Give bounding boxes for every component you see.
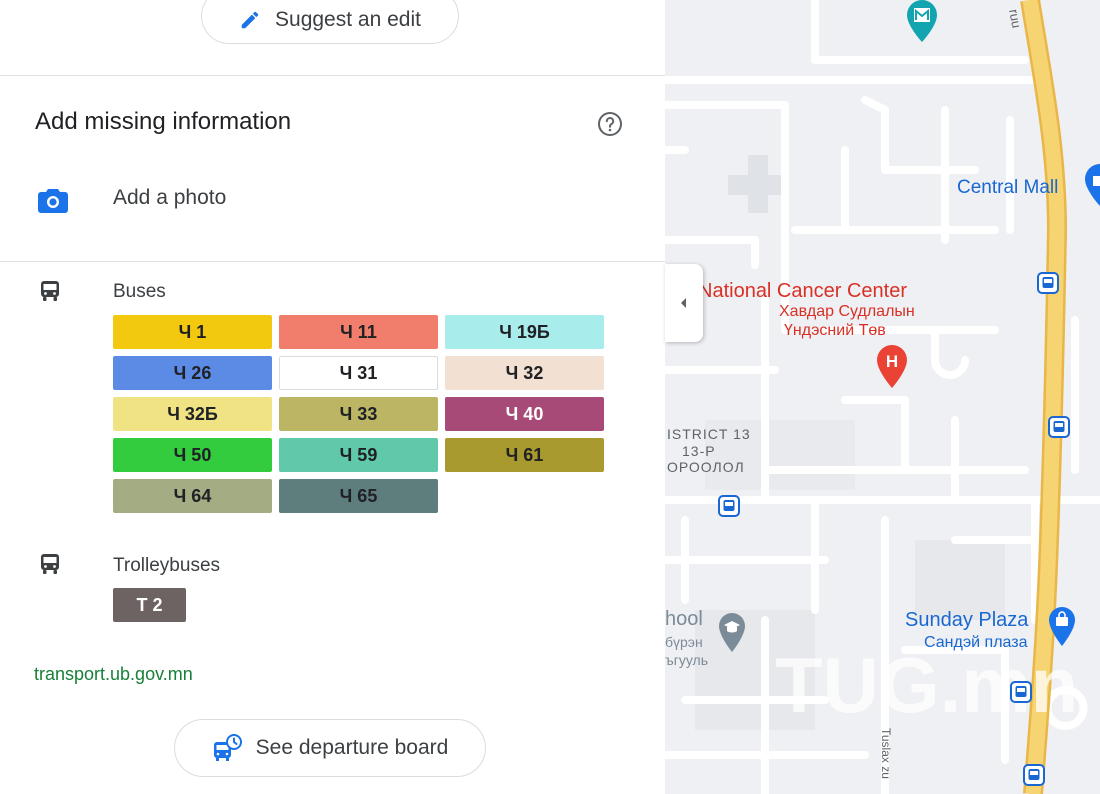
route-chip[interactable]: Ч 32 [445,356,604,390]
school-label[interactable]: hool [665,608,703,630]
buses-label: Buses [113,281,166,302]
help-icon[interactable] [597,111,623,137]
central-mall-label[interactable]: Central Mall [957,177,1059,198]
route-chip[interactable]: Ч 65 [279,479,438,513]
hospital-pin-icon[interactable]: H [875,344,909,390]
bus-stop-icon[interactable] [1010,681,1032,703]
website-link[interactable]: transport.ub.gov.mn [34,664,193,684]
route-chip-t2[interactable]: T 2 [113,588,186,622]
route-chip[interactable]: Ч 32Б [113,397,272,431]
route-chip[interactable]: Ч 19Б [445,315,604,349]
camera-icon [38,189,68,213]
museum-pin-icon[interactable] [905,0,939,44]
district-label-line1: ISTRICT 13 [667,426,751,442]
district-label-line2: 13-Р [682,443,716,459]
suggest-edit-button[interactable]: Suggest an edit [201,0,459,44]
route-chip[interactable]: Ч 61 [445,438,604,472]
bus-stop-icon[interactable] [1037,272,1059,294]
school-mn-line2: ъгууль [665,652,709,668]
place-details-panel: Suggest an edit Add missing information … [0,0,665,777]
departure-board-label: See departure board [255,736,449,759]
map-view[interactable]: ruu Central Mall National Cancer Center … [665,0,1100,794]
street-label: Tuslax zu [879,728,893,779]
missing-info-heading: Add missing information [35,108,292,135]
school-pin-icon[interactable] [717,612,747,654]
departure-board-icon [213,734,242,761]
shopping-pin-icon[interactable] [1047,606,1077,648]
bus-stop-icon[interactable] [718,495,740,517]
chevron-left-icon [681,298,686,308]
suggest-edit-label: Suggest an edit [275,8,421,31]
school-mn-line1: бүрэн [665,634,703,650]
see-departure-board-button[interactable]: See departure board [174,719,486,777]
divider [0,261,665,262]
route-chip[interactable]: Ч 64 [113,479,272,513]
sunday-plaza-mn-label: Сандэй плаза [924,634,1028,651]
pencil-icon [241,11,259,29]
sunday-plaza-label[interactable]: Sunday Plaza [905,609,1029,631]
route-chip[interactable]: Ч 50 [113,438,272,472]
route-chip[interactable]: Ч 31 [279,356,438,390]
route-chip[interactable]: Ч 40 [445,397,604,431]
bus-stop-icon[interactable] [1048,416,1070,438]
cancer-center-label[interactable]: National Cancer Center [698,280,907,302]
district-label-line3: ОРООЛОЛ [667,459,745,475]
route-chip[interactable]: Ч 59 [279,438,438,472]
map-base [665,0,1100,794]
bus-icon [41,281,59,301]
cancer-center-mn-line2: Үндэсний Төв [784,322,886,339]
route-chip[interactable]: Ч 1 [113,315,272,349]
shopping-pin-icon[interactable] [1083,164,1100,208]
divider [0,75,665,76]
road-label: ruu [1006,8,1025,30]
route-chip[interactable]: Ч 11 [279,315,438,349]
route-chip[interactable]: Ч 33 [279,397,438,431]
watermark: TUG.mn [775,641,1079,729]
bus-stop-icon[interactable] [1023,764,1045,786]
trolleybus-icon [41,554,59,574]
cancer-center-mn-line1: Хавдар Судлалын [779,303,915,320]
hospital-letter: H [886,352,898,371]
add-photo-link[interactable]: Add a photo [113,186,227,209]
collapse-panel-button[interactable] [665,264,703,342]
trolleybuses-label: Trolleybuses [113,555,221,576]
route-chip[interactable]: Ч 26 [113,356,272,390]
